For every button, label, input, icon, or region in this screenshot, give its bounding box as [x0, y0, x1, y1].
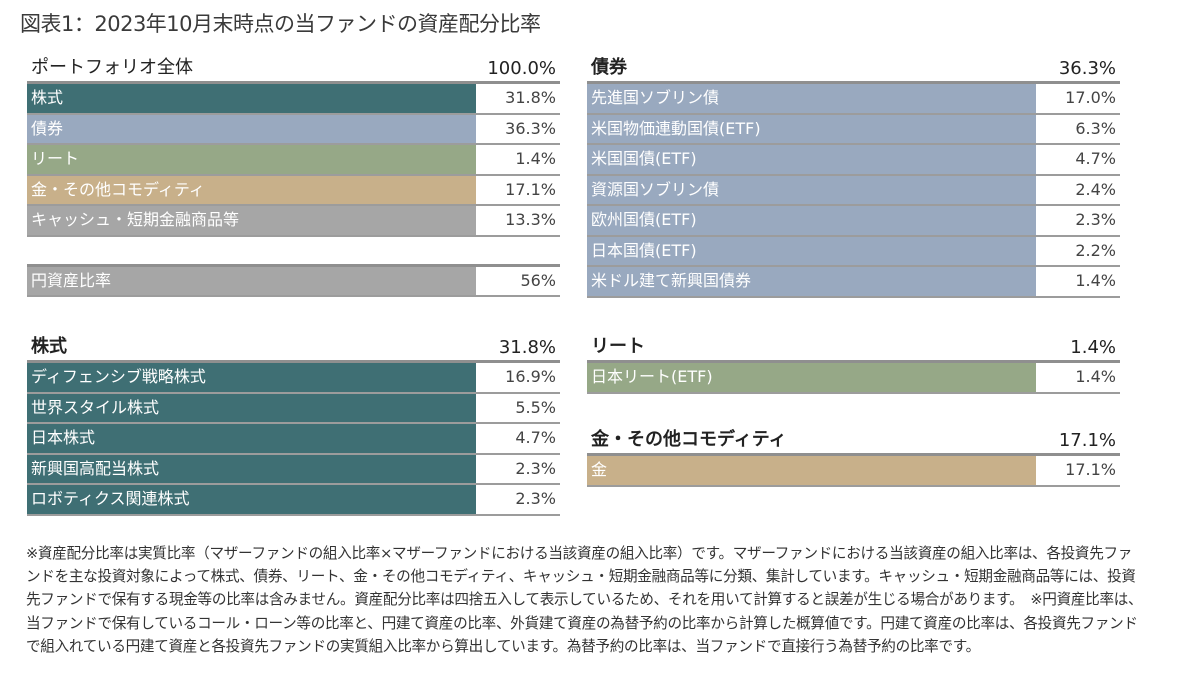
table-row: ロボティクス関連株式 2.3% [27, 485, 560, 516]
stocks-table: 株式 31.8% ディフェンシブ戦略株式 16.9% 世界スタイル株式 5.5%… [27, 335, 560, 516]
row-value: 16.9% [476, 363, 560, 392]
row-label: 金・その他コモディティ [27, 175, 476, 204]
table-row: 金・その他コモディティ 17.1% [27, 175, 560, 206]
row-label: 米国物価連動国債(ETF) [587, 114, 1036, 143]
row-value: 4.7% [1036, 145, 1120, 174]
bonds-header-label: 債券 [591, 57, 627, 78]
table-row: 株式 31.8% [27, 84, 560, 115]
row-value: 36.3% [476, 114, 560, 143]
reit-table: リート 1.4% 日本リート(ETF) 1.4% [587, 335, 1120, 394]
row-label: 債券 [27, 114, 476, 143]
row-label: 日本リート(ETF) [587, 363, 1036, 392]
yen-ratio-row: 円資産比率 56% [27, 266, 560, 297]
bonds-header: 債券 36.3% [587, 56, 1120, 84]
row-label: 先進国ソブリン債 [587, 84, 1036, 113]
figure-title: 図表1：2023年10月末時点の当ファンドの資産配分比率 [20, 12, 541, 36]
row-value: 1.4% [476, 145, 560, 174]
row-value: 31.8% [476, 84, 560, 113]
row-value: 17.1% [1036, 456, 1120, 485]
commodity-table: 金・その他コモディティ 17.1% 金 17.1% [587, 428, 1120, 487]
row-value: 1.4% [1036, 267, 1120, 296]
spacer [27, 237, 560, 267]
row-label: リート [27, 145, 476, 174]
row-value: 13.3% [476, 206, 560, 235]
table-row: 欧州国債(ETF) 2.3% [587, 206, 1120, 237]
bonds-header-value: 36.3% [1058, 58, 1116, 79]
table-row: ディフェンシブ戦略株式 16.9% [27, 363, 560, 394]
stocks-header-label: 株式 [31, 336, 67, 357]
table-row: 新興国高配当株式 2.3% [27, 454, 560, 485]
row-value: 1.4% [1036, 363, 1120, 392]
row-label: ディフェンシブ戦略株式 [27, 363, 476, 392]
row-label: 金 [587, 456, 1036, 485]
table-row: 世界スタイル株式 5.5% [27, 393, 560, 424]
row-label: 日本国債(ETF) [587, 236, 1036, 265]
row-label: 米国国債(ETF) [587, 145, 1036, 174]
table-row: 先進国ソブリン債 17.0% [587, 84, 1120, 115]
table-row: 日本リート(ETF) 1.4% [587, 363, 1120, 394]
portfolio-header: ポートフォリオ全体 100.0% [27, 56, 560, 84]
row-label: 米ドル建て新興国債券 [587, 267, 1036, 296]
stocks-header-value: 31.8% [498, 337, 556, 358]
commodity-header-label: 金・その他コモディティ [591, 429, 787, 450]
row-label: 新興国高配当株式 [27, 454, 476, 483]
table-row: リート 1.4% [27, 145, 560, 176]
row-value: 2.2% [1036, 236, 1120, 265]
footnote: ※資産配分比率は実質比率（マザーファンドの組入比率×マザーファンドにおける当該資… [26, 545, 1143, 655]
table-row: 資源国ソブリン債 2.4% [587, 175, 1120, 206]
row-value: 6.3% [1036, 114, 1120, 143]
row-value: 2.4% [1036, 175, 1120, 204]
commodity-header-value: 17.1% [1058, 430, 1116, 451]
commodity-header: 金・その他コモディティ 17.1% [587, 428, 1120, 456]
row-value: 2.3% [1036, 206, 1120, 235]
portfolio-table: ポートフォリオ全体 100.0% 株式 31.8% 債券 36.3% リート 1… [27, 56, 560, 297]
row-label: 欧州国債(ETF) [587, 206, 1036, 235]
portfolio-header-label: ポートフォリオ全体 [31, 57, 193, 78]
yen-ratio-value: 56% [476, 266, 560, 295]
yen-ratio-label: 円資産比率 [27, 266, 476, 295]
stocks-header: 株式 31.8% [27, 335, 560, 363]
reit-header-value: 1.4% [1070, 337, 1116, 358]
table-row: 米国国債(ETF) 4.7% [587, 145, 1120, 176]
row-label: 株式 [27, 84, 476, 113]
row-value: 17.0% [1036, 84, 1120, 113]
portfolio-header-value: 100.0% [487, 58, 556, 79]
row-value: 2.3% [476, 454, 560, 483]
row-label: 日本株式 [27, 424, 476, 453]
table-row: 債券 36.3% [27, 114, 560, 145]
table-row: 米国物価連動国債(ETF) 6.3% [587, 114, 1120, 145]
table-row: 米ドル建て新興国債券 1.4% [587, 267, 1120, 298]
bonds-table: 債券 36.3% 先進国ソブリン債 17.0% 米国物価連動国債(ETF) 6.… [587, 56, 1120, 298]
row-value: 4.7% [476, 424, 560, 453]
row-value: 5.5% [476, 393, 560, 422]
table-row: 日本国債(ETF) 2.2% [587, 236, 1120, 267]
reit-header: リート 1.4% [587, 335, 1120, 363]
row-label: 資源国ソブリン債 [587, 175, 1036, 204]
row-label: 世界スタイル株式 [27, 393, 476, 422]
row-label: ロボティクス関連株式 [27, 485, 476, 514]
table-row: 日本株式 4.7% [27, 424, 560, 455]
table-row: キャッシュ・短期金融商品等 13.3% [27, 206, 560, 237]
row-value: 17.1% [476, 175, 560, 204]
table-row: 金 17.1% [587, 456, 1120, 487]
row-label: キャッシュ・短期金融商品等 [27, 206, 476, 235]
row-value: 2.3% [476, 485, 560, 514]
reit-header-label: リート [591, 336, 645, 357]
